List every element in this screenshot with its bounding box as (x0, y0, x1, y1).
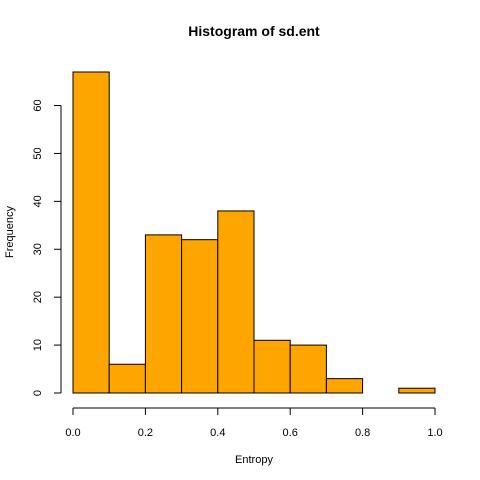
y-tick-label-6: 60 (32, 99, 44, 111)
chart-title: Histogram of sd.ent (188, 23, 320, 39)
y-axis-label: Frequency (4, 206, 16, 258)
x-tick-label-5: 1.0 (427, 427, 442, 439)
y-tick-label-1: 10 (32, 339, 44, 351)
x-tick-label-0: 0.0 (65, 427, 80, 439)
x-axis-label: Entropy (235, 454, 273, 466)
x-tick-label-4: 0.8 (355, 427, 370, 439)
y-tick-label-4: 40 (32, 195, 44, 207)
histogram-bar-5 (253, 339, 291, 394)
histogram-bar-3 (181, 239, 219, 394)
histogram-bar-0 (72, 71, 110, 394)
y-axis: 0 10 20 30 40 50 60 (32, 99, 62, 396)
y-tick-label-2: 20 (32, 291, 44, 303)
y-tick-label-3: 30 (32, 243, 44, 255)
histogram-bar-7 (325, 378, 364, 394)
histogram-bar-2 (144, 234, 183, 394)
x-tick-label-2: 0.4 (210, 427, 225, 439)
x-tick-label-1: 0.2 (138, 427, 153, 439)
x-tick-label-3: 0.6 (283, 427, 298, 439)
bars-group (72, 71, 436, 394)
histogram-bar-9 (398, 387, 436, 394)
histogram-bar-4 (217, 210, 255, 394)
histogram-bar-1 (108, 363, 146, 394)
y-tick-label-5: 50 (32, 147, 44, 159)
histogram-bar-6 (289, 344, 327, 394)
y-tick-label-0: 0 (32, 390, 44, 396)
x-axis: 0.0 0.2 0.4 0.6 0.8 1.0 (65, 407, 443, 439)
